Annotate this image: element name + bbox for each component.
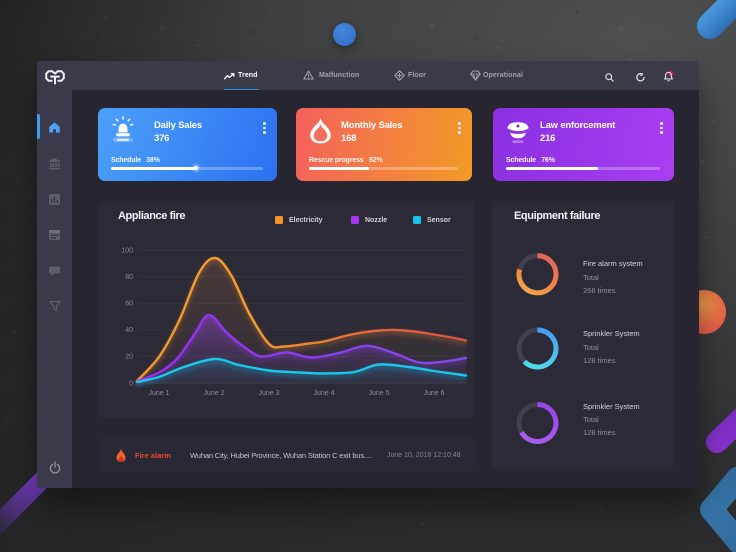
svg-text:June 4: June 4	[313, 390, 334, 397]
svg-text:June 5: June 5	[368, 390, 389, 397]
svg-text:0: 0	[129, 381, 133, 388]
svg-text:40: 40	[125, 327, 133, 334]
svg-text:80: 80	[125, 274, 133, 281]
svg-text:June 1: June 1	[148, 390, 169, 397]
svg-text:June 6: June 6	[423, 390, 444, 397]
svg-text:June 3: June 3	[258, 390, 279, 397]
svg-text:100: 100	[121, 248, 133, 255]
svg-text:20: 20	[125, 354, 133, 361]
svg-text:60: 60	[125, 301, 133, 308]
svg-text:June 2: June 2	[203, 390, 224, 397]
